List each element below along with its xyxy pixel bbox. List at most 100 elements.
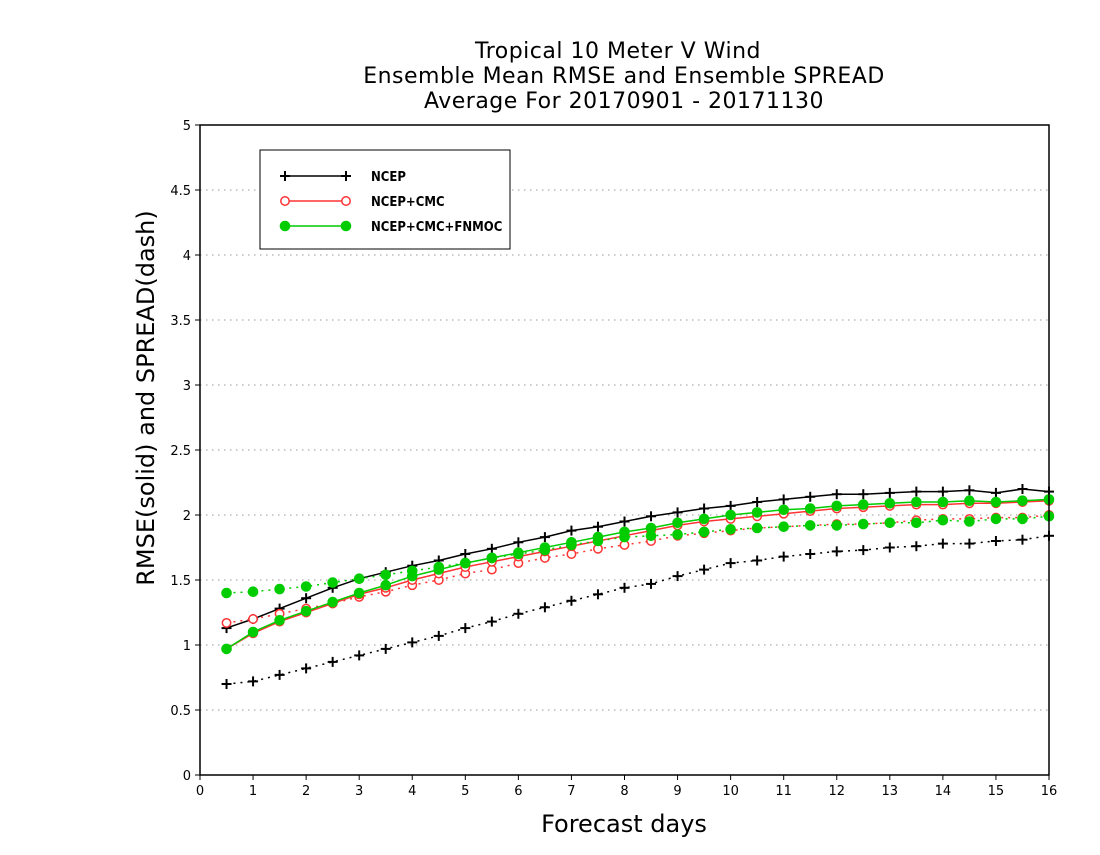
x-tick-label: 14: [935, 784, 952, 799]
legend-item: NCEP: [280, 170, 406, 185]
rmse-point: [460, 557, 471, 569]
spread-point: [804, 520, 816, 531]
axis-ticks: 00.511.522.533.544.550 1 2 3 4 5 6 7 8 9 10 11 12 13 1…: [170, 119, 1057, 799]
spread-point: [672, 529, 683, 540]
legend-item: NCEP+CMC: [280, 195, 445, 210]
rmse-point: [857, 499, 869, 510]
legend-item: NCEP+CMC+FNMOC: [279, 220, 502, 235]
spread-point: [460, 623, 471, 634]
chart-title-line-2: Ensemble Mean RMSE and Ensemble SPREAD: [363, 64, 885, 89]
rmse-point: [592, 521, 603, 532]
y-tick-label: 5: [183, 119, 191, 134]
rmse-point: [566, 537, 577, 548]
rmse-point: [1017, 495, 1028, 507]
spread-point: [327, 656, 338, 667]
spread-point: [353, 573, 365, 585]
spread-point: [274, 583, 285, 595]
legend-box: [259, 149, 511, 250]
spread-point: [1017, 534, 1028, 545]
spread-point: [327, 577, 338, 588]
spread-point: [964, 516, 975, 527]
rmse-point: [884, 487, 895, 498]
rmse-point: [619, 526, 630, 538]
spread-point: [725, 558, 736, 569]
rmse-point: [805, 491, 816, 502]
legend-marker: [280, 171, 290, 181]
legend-marker: [341, 196, 351, 206]
spread-point: [592, 589, 603, 600]
rmse-point: [725, 500, 736, 511]
spread-point: [884, 542, 895, 553]
legend-marker: [280, 196, 290, 206]
spread-point: [778, 551, 789, 562]
x-tick-label: 3: [355, 784, 363, 799]
y-tick-label: 1.5: [170, 574, 191, 589]
x-tick-label: 9: [673, 784, 681, 799]
y-tick-label: 2: [183, 509, 191, 524]
legend-label: NCEP: [371, 170, 406, 185]
spread-point: [619, 582, 630, 593]
rmse-point: [937, 486, 948, 497]
spread-point: [831, 520, 843, 531]
x-tick-label: 2: [302, 784, 310, 799]
spread-point: [752, 555, 763, 566]
spread-point: [486, 616, 497, 627]
spread-point: [407, 637, 418, 648]
rmse-point: [513, 547, 524, 559]
chart-title-line-3: Average For 20170901 - 20171130: [424, 89, 824, 114]
spread-point: [990, 513, 1002, 525]
x-tick-label: 1: [249, 784, 257, 799]
plot-frame: [199, 124, 1050, 776]
spread-point: [221, 587, 232, 599]
spread-point: [937, 538, 948, 549]
spread-point: [566, 595, 577, 606]
rmse-point: [911, 486, 922, 497]
rmse-point: [751, 507, 763, 518]
rmse-point: [990, 487, 1001, 498]
spread-point: [380, 643, 391, 654]
rmse-point: [353, 587, 365, 599]
y-tick-label: 4.5: [170, 184, 191, 199]
rmse-point: [1017, 484, 1028, 494]
rmse-point: [539, 532, 550, 543]
spread-point: [858, 545, 869, 556]
rmse-point: [725, 509, 736, 521]
rmse-point: [406, 570, 418, 582]
spread-point: [937, 514, 949, 526]
spread-point: [911, 517, 922, 529]
spread-point: [751, 522, 763, 534]
spread-point: [699, 564, 710, 575]
rmse-point: [831, 489, 842, 500]
x-tick-label: 16: [1041, 784, 1058, 799]
rmse-point: [858, 489, 869, 500]
rmse-point: [964, 485, 975, 496]
spread-point: [672, 571, 683, 582]
spread-point: [248, 614, 259, 624]
y-axis-label: RMSE(solid) and SPREAD(dash): [132, 210, 160, 586]
spread-point: [805, 549, 816, 559]
rmse-point: [884, 498, 896, 509]
x-tick-label: 10: [722, 784, 739, 799]
rmse-point: [486, 543, 497, 554]
rmse-point: [698, 513, 710, 525]
y-tick-label: 3: [183, 379, 191, 394]
spread-point: [380, 569, 392, 581]
spread-point: [884, 517, 896, 529]
rmse-point: [645, 522, 657, 534]
y-tick-label: 3.5: [170, 314, 191, 329]
legend-label: NCEP+CMC: [371, 195, 445, 210]
rmse-point: [778, 504, 789, 516]
y-tick-label: 1: [183, 639, 191, 654]
legend: NCEP NCEP+CMC NCEP+CMC+FNMOC: [259, 149, 511, 250]
legend-marker: [279, 220, 291, 232]
x-tick-label: 4: [408, 784, 416, 799]
series-ncep-spread: [221, 530, 1054, 689]
rmse-point: [778, 494, 789, 505]
x-axis-label: Forecast days: [541, 810, 707, 838]
spread-point: [221, 679, 232, 689]
spread-point: [354, 650, 365, 661]
spread-point: [964, 538, 975, 549]
rmse-point: [513, 537, 524, 548]
